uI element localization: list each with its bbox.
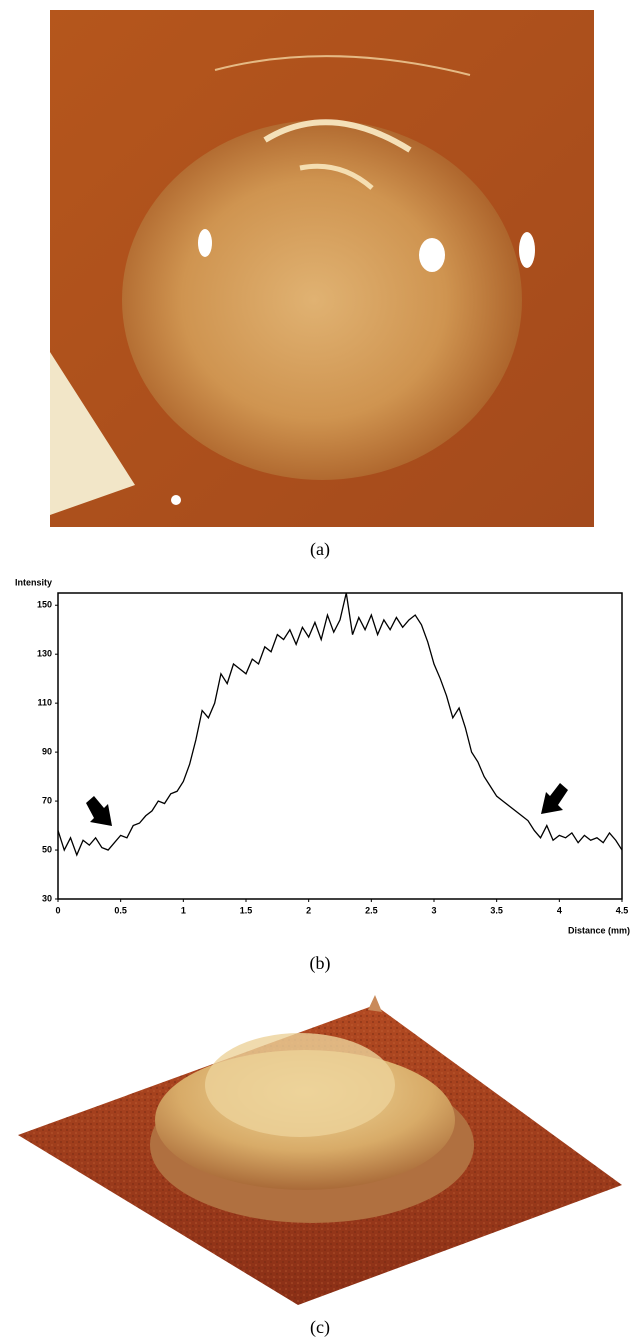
- caption: (c): [310, 1317, 330, 1338]
- x-tick-label: 2.5: [365, 905, 378, 915]
- arrow: [541, 783, 568, 814]
- caption: (b): [310, 953, 331, 974]
- caption: (a): [310, 539, 330, 560]
- arrow: [86, 796, 112, 826]
- y-axis-label: Intensity: [15, 577, 52, 587]
- y-tick-label: 110: [37, 698, 52, 708]
- x-tick-label: 4: [557, 905, 562, 915]
- x-tick-label: 0.5: [114, 905, 127, 915]
- y-tick-label: 90: [42, 746, 52, 756]
- x-tick-label: 3: [431, 905, 436, 915]
- data-line: [57, 592, 623, 857]
- y-tick-label: 130: [37, 649, 52, 659]
- x-axis-label: Distance (mm): [568, 925, 630, 935]
- y-tick-label: 30: [42, 893, 52, 903]
- x-tick-label: 4.5: [616, 905, 629, 915]
- y-tick-label: 70: [42, 795, 52, 805]
- x-tick-label: 1.5: [240, 905, 253, 915]
- x-tick-label: 3.5: [490, 905, 503, 915]
- x-tick-label: 2: [306, 905, 311, 915]
- y-tick-label: 50: [42, 844, 52, 854]
- surface-render: [18, 995, 622, 1305]
- x-tick-label: 0: [55, 905, 60, 915]
- plot-frame: [57, 592, 623, 900]
- y-tick-label: 150: [37, 600, 52, 610]
- photo: [50, 10, 594, 527]
- x-tick-label: 1: [181, 905, 186, 915]
